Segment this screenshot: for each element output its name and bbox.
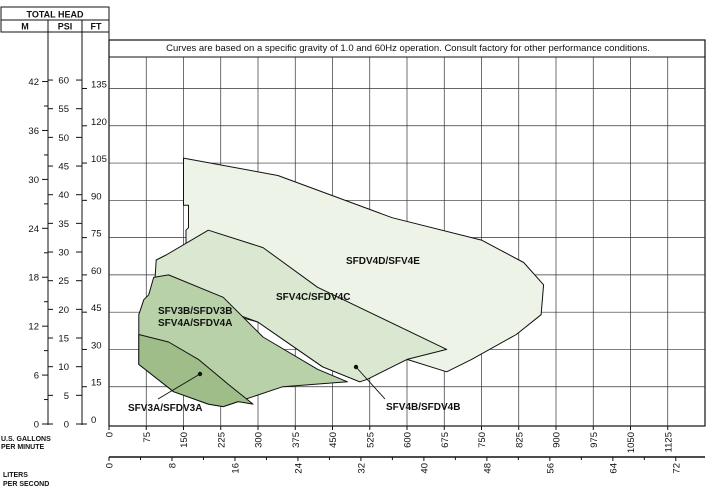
- bottom-axes: 0 75 150 225 300 375 450 525 600 675 750 825 900 975 1…: [105, 426, 705, 474]
- gpm-tick-label: 0: [105, 432, 116, 437]
- gpm-tick-label: 675: [440, 432, 451, 448]
- gpm-tick-label: 375: [291, 432, 302, 448]
- gpm-tick-label: 975: [589, 432, 600, 448]
- psi-tick-label: 5: [64, 391, 69, 402]
- leader-sfv3a: [157, 373, 201, 400]
- psi-tick-label: 20: [58, 305, 69, 316]
- psi-tick-label: 15: [58, 334, 69, 345]
- psi-tick-label: 0: [64, 420, 69, 431]
- gpm-tick-label: 150: [179, 432, 190, 448]
- gpm-label-line1: U.S. GALLONS: [1, 436, 51, 443]
- chart-note: Curves are based on a specific gravity o…: [166, 43, 650, 54]
- gpm-tick-label: 825: [514, 432, 525, 448]
- psi-tick-label: 50: [58, 133, 69, 144]
- ft-tick-label: 135: [91, 80, 107, 91]
- total-head-header: TOTAL HEAD M PSI FT: [0, 6, 110, 33]
- lps-label-line2: PER SECOND: [3, 481, 49, 488]
- gpm-tick-label: 1125: [663, 432, 674, 452]
- lps-tick-label: 72: [671, 463, 682, 474]
- lps-tick-label: 56: [545, 463, 556, 474]
- column-psi: PSI: [58, 22, 73, 32]
- dot-sfv3a: [197, 371, 203, 377]
- lps-tick-label: 16: [230, 463, 241, 474]
- lps-tick-label: 8: [167, 463, 178, 468]
- m-tick-label: 24: [28, 224, 39, 235]
- curve-labels: SFDV4D/SFV4E SFV4C/SFDV4C SFV3B/SFDV3B S…: [128, 256, 460, 414]
- m-tick-label: 12: [28, 322, 39, 333]
- gpm-tick-label: 600: [403, 432, 414, 448]
- leader-sfv4b: [355, 366, 386, 400]
- gpm-tick-label: 1050: [626, 432, 637, 453]
- m-tick-label: 36: [28, 126, 39, 137]
- label-sfv4b-sfdv4b: SFV4B/SFDV4B: [386, 402, 460, 413]
- gpm-tick-label: 75: [142, 432, 153, 443]
- lps-tick-label: 48: [482, 463, 493, 474]
- ft-tick-label: 45: [91, 303, 102, 314]
- gpm-tick-label: 525: [365, 432, 376, 448]
- m-tick-label: 18: [28, 273, 39, 284]
- psi-tick-label: 45: [58, 162, 69, 173]
- m-tick-label: 42: [28, 77, 39, 88]
- label-sfdv4d-sfv4e: SFDV4D/SFV4E: [346, 256, 420, 267]
- label-sfv3b-sfdv3b: SFV3B/SFDV3B: [158, 306, 232, 317]
- ft-tick-label: 120: [91, 117, 107, 128]
- label-sfv4c-sfdv4c: SFV4C/SFDV4C: [276, 292, 350, 303]
- left-axis-ticks: 0 6 12 18 24 30 36 42 0 5 10 15 20 25 30 35 40 45 50 55 60 0 1…: [28, 76, 106, 431]
- psi-tick-label: 10: [58, 362, 69, 373]
- ft-tick-label: 90: [91, 191, 102, 202]
- label-sfv3a-sfdv3a: SFV3A/SFDV3A: [128, 403, 202, 414]
- gpm-label-line2: PER MINUTE: [1, 444, 45, 451]
- lps-tick-label: 0: [105, 463, 116, 468]
- ft-tick-label: 30: [91, 340, 102, 351]
- gpm-tick-label: 300: [254, 432, 265, 448]
- psi-tick-label: 55: [58, 104, 69, 115]
- ft-tick-label: 75: [91, 229, 102, 240]
- gpm-tick-label: 750: [477, 432, 488, 448]
- psi-tick-label: 30: [58, 248, 69, 259]
- psi-tick-label: 35: [58, 219, 69, 230]
- ft-tick-label: 105: [91, 154, 107, 165]
- ft-tick-label: 0: [91, 415, 96, 426]
- m-tick-label: 6: [34, 371, 39, 382]
- gpm-tick-label: 225: [216, 432, 227, 448]
- lps-tick-label: 32: [356, 463, 367, 474]
- lps-label-line1: LITERS: [3, 472, 28, 479]
- psi-tick-label: 60: [58, 76, 69, 87]
- gpm-tick-label: 450: [328, 432, 339, 448]
- m-tick-label: 30: [28, 175, 39, 186]
- dot-sfv4b: [353, 364, 359, 370]
- ft-tick-label: 60: [91, 266, 102, 277]
- curve-area-3: [138, 334, 254, 408]
- total-head-title: TOTAL HEAD: [26, 10, 84, 20]
- curve-areas: [138, 157, 545, 408]
- lps-tick-label: 40: [419, 463, 430, 474]
- psi-tick-label: 25: [58, 276, 69, 287]
- gpm-tick-label: 900: [552, 432, 563, 448]
- lps-tick-label: 24: [293, 463, 304, 474]
- m-tick-label: 0: [34, 420, 39, 431]
- psi-tick-label: 40: [58, 190, 69, 201]
- ft-tick-label: 15: [91, 378, 102, 389]
- column-m: M: [21, 22, 29, 32]
- lps-tick-label: 64: [608, 463, 619, 474]
- label-sfv4a-sfdv4a: SFV4A/SFDV4A: [158, 318, 232, 329]
- column-ft: FT: [91, 22, 102, 32]
